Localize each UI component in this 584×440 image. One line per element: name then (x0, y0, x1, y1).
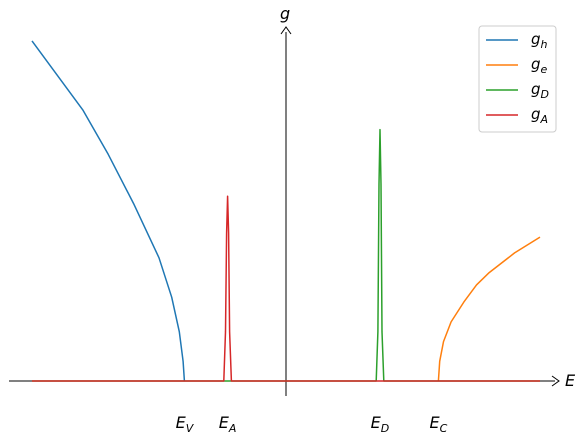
y-axis-arrow (280, 26, 292, 35)
tick-label-e-d: ED (371, 413, 390, 435)
series-layer (31, 40, 541, 382)
legend-frame (478, 25, 557, 133)
legend-label-g-a: gA (531, 105, 548, 126)
tick-label-e-a: EA (219, 413, 237, 435)
tick-label-e-v: EV (176, 413, 195, 435)
series-line-g-d (32, 128, 540, 382)
legend-label-g-e: ge (531, 55, 548, 76)
tick-label-e-c: EC (430, 413, 448, 435)
legend-label-g-d: gD (531, 80, 549, 101)
x-axis-arrow (551, 375, 560, 387)
series-line-g-h (31, 40, 186, 382)
legend-label-g-h: gh (531, 30, 548, 51)
tick-labels: EV EA ED EC (176, 413, 448, 435)
series-line-g-e (437, 236, 541, 382)
legend: gh ge gD gA (478, 25, 557, 133)
y-axis-label: g (280, 4, 290, 23)
series-line-g-a (32, 195, 540, 382)
x-axis-label: E (565, 371, 576, 390)
